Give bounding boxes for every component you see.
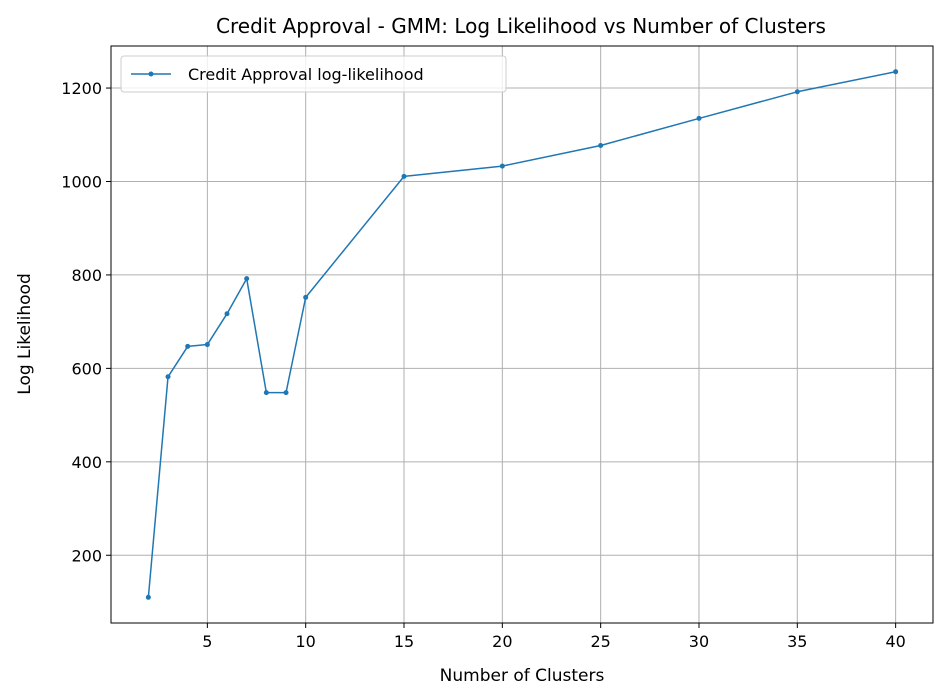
- data-point: [401, 173, 407, 179]
- y-axis-label: Log Likelihood: [15, 273, 35, 394]
- data-point: [263, 390, 269, 396]
- legend-box: [120, 55, 507, 93]
- grid: [111, 46, 933, 623]
- x-axis-label: Number of Clusters: [440, 666, 605, 686]
- data-point: [224, 311, 230, 317]
- plot-frame: [110, 45, 934, 624]
- legend: Credit Approval log-likelihood: [120, 55, 507, 93]
- y-tick-label: 1000: [61, 172, 102, 191]
- x-tick-label: 35: [787, 632, 807, 651]
- x-tick-label: 25: [590, 632, 610, 651]
- data-point: [283, 390, 289, 396]
- y-axis: 200 400 600 800 1000 1200: [61, 79, 111, 565]
- x-axis: 5 10 15 20 25 30 35 40: [202, 623, 906, 651]
- data-point: [598, 143, 604, 149]
- y-tick-label: 600: [71, 359, 102, 378]
- x-tick-label: 10: [296, 632, 316, 651]
- x-tick-label: 5: [202, 632, 212, 651]
- y-tick-label: 1200: [61, 79, 102, 98]
- data-point: [499, 163, 505, 169]
- x-tick-label: 30: [689, 632, 709, 651]
- data-point: [794, 89, 800, 95]
- x-tick-label: 20: [492, 632, 512, 651]
- data-point: [204, 342, 210, 348]
- x-tick-label: 40: [885, 632, 905, 651]
- data-point: [696, 115, 702, 121]
- y-tick-label: 400: [71, 453, 102, 472]
- data-point: [145, 594, 151, 600]
- x-tick-label: 15: [394, 632, 414, 651]
- chart-title: Credit Approval - GMM: Log Likelihood vs…: [216, 14, 826, 38]
- data-point: [303, 294, 309, 300]
- data-point: [244, 276, 250, 282]
- data-point: [185, 343, 191, 349]
- y-tick-label: 800: [71, 266, 102, 285]
- legend-marker-swatch: [148, 71, 154, 77]
- plot-area: [145, 69, 899, 600]
- data-point: [893, 69, 899, 75]
- y-tick-label: 200: [71, 546, 102, 565]
- legend-entry-label: Credit Approval log-likelihood: [188, 65, 424, 84]
- data-point: [165, 374, 171, 380]
